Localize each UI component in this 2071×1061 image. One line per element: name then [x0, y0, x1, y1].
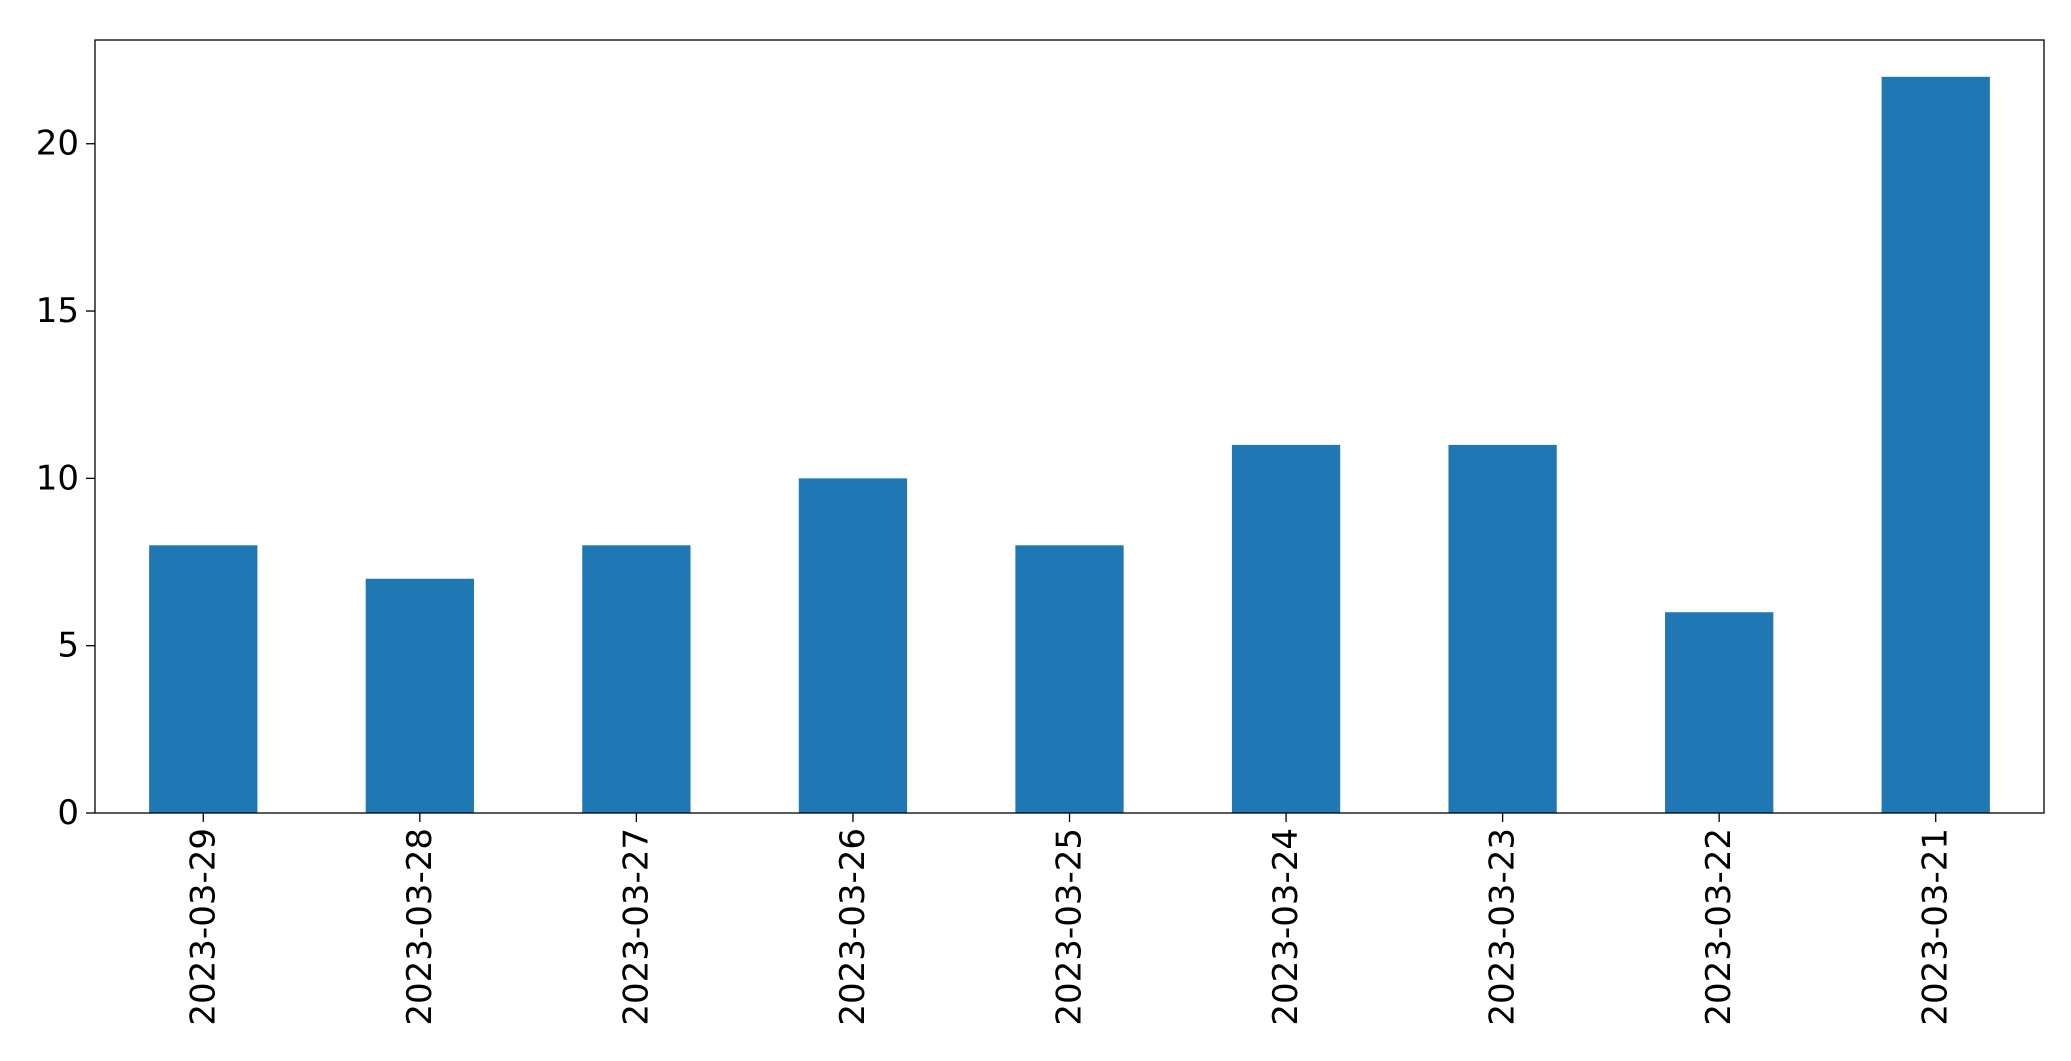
- x-tick-label: 2023-03-29: [183, 828, 223, 1026]
- bar-2023-03-28: [365, 578, 474, 813]
- y-tick-label: 10: [36, 458, 79, 498]
- bar-2023-03-27: [582, 545, 691, 813]
- bar-2023-03-26: [798, 478, 908, 813]
- bar-2023-03-23: [1448, 444, 1557, 813]
- bar-2023-03-22: [1665, 612, 1774, 813]
- bars-group: [149, 76, 1990, 814]
- x-tick-label: 2023-03-23: [1483, 828, 1523, 1026]
- x-axis: 2023-03-29 2023-03-28 2023-03-27 2023-03-26…: [183, 813, 1956, 1026]
- y-tick-label: 20: [36, 124, 79, 164]
- bar-2023-03-21: [1881, 76, 1990, 814]
- x-tick-label: 2023-03-21: [1916, 828, 1956, 1026]
- x-tick-label: 2023-03-27: [616, 828, 656, 1026]
- plot-frame: [94, 39, 2045, 814]
- x-tick-label: 2023-03-24: [1266, 828, 1306, 1026]
- x-tick-label: 2023-03-26: [833, 828, 873, 1026]
- x-tick-label: 2023-03-28: [400, 828, 440, 1026]
- bar-2023-03-29: [149, 545, 258, 813]
- x-tick-label: 2023-03-25: [1050, 828, 1090, 1026]
- y-tick-label: 15: [36, 291, 79, 331]
- y-tick-label: 0: [57, 793, 79, 833]
- x-tick-label: 2023-03-22: [1699, 828, 1739, 1026]
- y-axis: 0 5 10 15 20: [36, 124, 95, 833]
- bar-2023-03-24: [1231, 444, 1341, 813]
- bar-2023-03-25: [1015, 545, 1124, 813]
- y-tick-label: 5: [57, 626, 79, 666]
